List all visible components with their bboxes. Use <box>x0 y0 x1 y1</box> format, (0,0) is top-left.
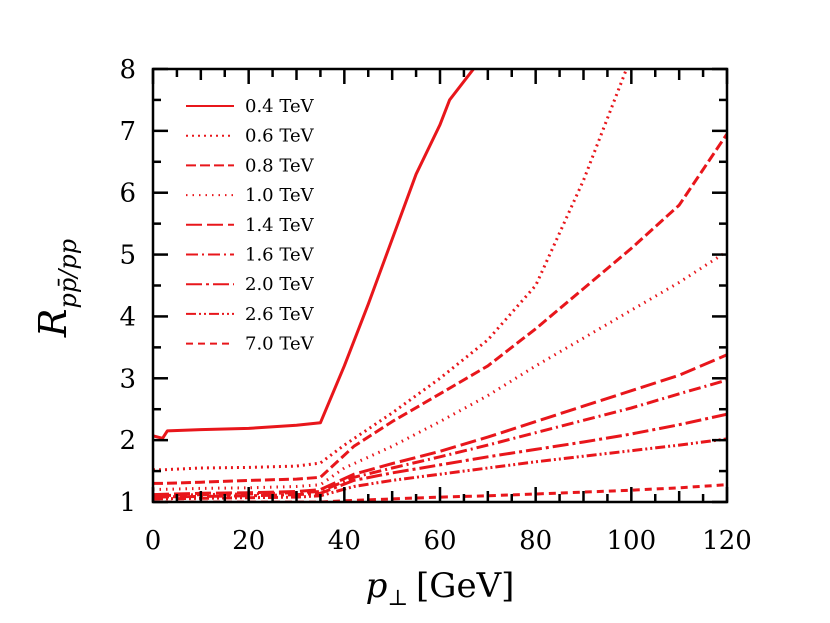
legend-label: 0.4 TeV <box>245 96 315 117</box>
y-tick-label: 7 <box>119 117 136 147</box>
plot-frame <box>151 67 729 504</box>
series-line <box>153 69 475 440</box>
x-axis-label-unit: [GeV] <box>416 566 514 606</box>
series-line <box>153 437 727 501</box>
y-tick-label: 8 <box>119 55 136 85</box>
series-line <box>153 353 727 497</box>
legend-label: 0.6 TeV <box>245 126 315 147</box>
y-axis-label: Rpp̄/pp <box>31 239 82 338</box>
series-line <box>153 250 727 492</box>
x-tick-label: 120 <box>702 526 752 556</box>
series-line <box>153 412 727 499</box>
x-axis-label-var: p <box>366 566 388 606</box>
x-tick-label: 20 <box>232 526 265 556</box>
x-axis-label: p⊥ [GeV] <box>366 566 515 611</box>
legend-label: 1.6 TeV <box>245 245 315 266</box>
axes: 0 20 40 60 80 100 120 1 2 3 4 5 6 7 8 <box>119 55 751 556</box>
x-tick-label: 40 <box>328 526 361 556</box>
x-tick-label: 60 <box>423 526 456 556</box>
series-line <box>153 483 727 502</box>
x-axis-label-sub: ⊥ <box>387 586 408 611</box>
series-line <box>153 378 727 498</box>
series-line <box>153 69 628 472</box>
y-tick-label: 2 <box>119 426 136 456</box>
legend-label: 1.0 TeV <box>245 185 315 206</box>
y-axis-label-var: R <box>31 308 75 338</box>
legend-label: 7.0 TeV <box>245 334 315 355</box>
y-axis-label-sub: pp̄/pp <box>54 239 82 309</box>
series-line <box>153 133 727 485</box>
y-tick-label: 6 <box>119 179 136 209</box>
legend-label: 2.0 TeV <box>245 274 315 295</box>
legend-label: 0.8 TeV <box>245 155 315 176</box>
x-tick-label: 100 <box>607 526 657 556</box>
y-tick-label: 5 <box>119 241 136 271</box>
y-tick-label: 4 <box>119 302 136 332</box>
legend-label: 2.6 TeV <box>245 304 315 325</box>
series-layer <box>153 69 727 502</box>
legend-label: 1.4 TeV <box>245 215 315 236</box>
y-tick-label: 3 <box>119 364 136 394</box>
x-tick-label: 0 <box>145 526 162 556</box>
y-tick-label: 1 <box>119 488 136 518</box>
legend: 0.4 TeV 0.6 TeV 0.8 TeV 1.0 TeV 1.4 TeV 1.6 T… <box>186 96 315 355</box>
x-tick-label: 80 <box>519 526 552 556</box>
